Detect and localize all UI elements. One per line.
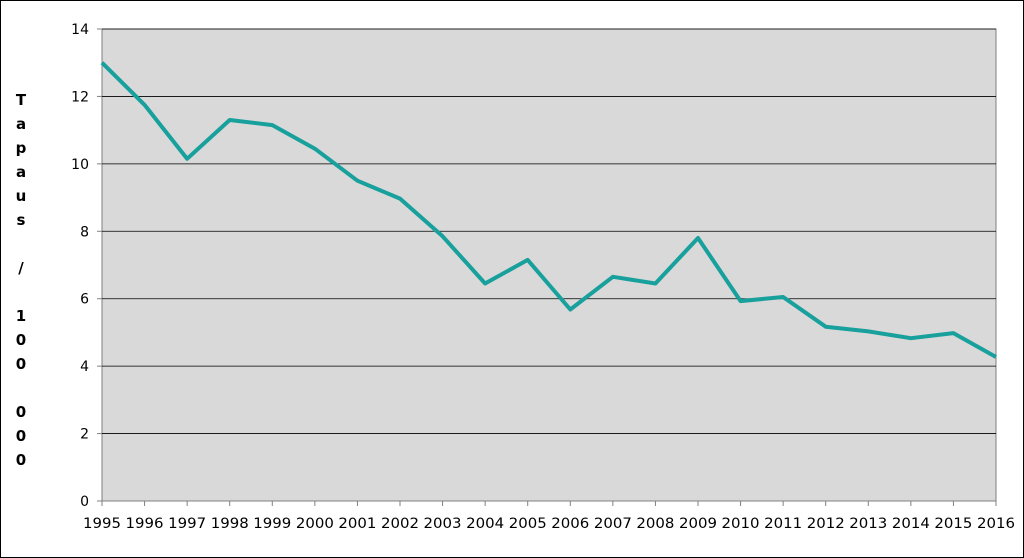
x-tick-label: 2009 bbox=[679, 516, 717, 532]
y-tick-labels: 0 2 4 6 8 10 12 14 bbox=[71, 22, 102, 510]
x-tick-label: 2013 bbox=[849, 516, 887, 532]
x-tick-label: 2011 bbox=[764, 516, 802, 532]
y-tick-label: 12 bbox=[71, 89, 89, 105]
x-tick-label: 1996 bbox=[126, 516, 164, 532]
y-tick-label: 4 bbox=[80, 359, 89, 375]
y-axis-label-char: s bbox=[16, 211, 26, 229]
y-tick-label: 2 bbox=[80, 427, 89, 443]
y-axis-label-char: 0 bbox=[15, 403, 27, 421]
y-axis-label-char: 0 bbox=[15, 427, 27, 445]
y-axis-label-char: 0 bbox=[15, 355, 27, 373]
y-axis-label-char: a bbox=[15, 115, 27, 133]
y-axis-label-char: a bbox=[15, 163, 27, 181]
x-tick-label: 2012 bbox=[807, 516, 845, 532]
y-axis-label-char: / bbox=[18, 259, 24, 277]
y-axis-label-char: p bbox=[15, 139, 27, 157]
x-tick-label: 2001 bbox=[338, 516, 376, 532]
x-tick-label: 2005 bbox=[509, 516, 547, 532]
x-tick-label: 2000 bbox=[296, 516, 334, 532]
y-tick-label: 6 bbox=[80, 292, 89, 308]
x-tick-label: 1997 bbox=[168, 516, 206, 532]
x-tick-label: 2014 bbox=[892, 516, 930, 532]
y-axis-label-char: 1 bbox=[15, 307, 27, 325]
x-tick-label: 2004 bbox=[466, 516, 504, 532]
y-axis-label-char: u bbox=[15, 187, 27, 205]
gridlines bbox=[102, 28, 996, 434]
x-tick-label: 2006 bbox=[551, 516, 589, 532]
x-tick-label: 1995 bbox=[83, 516, 121, 532]
x-tick-label: 2002 bbox=[381, 516, 419, 532]
x-tick-label: 1999 bbox=[253, 516, 291, 532]
y-tick-label: 10 bbox=[71, 157, 89, 173]
x-tick-labels: 1995 1996 1997 1998 1999 2000 2001 2002 2003 2004… bbox=[83, 501, 1015, 532]
y-axis-label-char: 0 bbox=[15, 331, 27, 349]
y-axis-label-char: 0 bbox=[15, 451, 27, 469]
y-tick-label: 0 bbox=[80, 494, 89, 510]
x-tick-label: 1998 bbox=[211, 516, 249, 532]
y-tick-label: 8 bbox=[80, 224, 89, 240]
plot-area bbox=[101, 28, 997, 502]
x-tick-label: 2007 bbox=[594, 516, 632, 532]
y-tick-label: 14 bbox=[71, 22, 89, 38]
x-tick-label: 2003 bbox=[424, 516, 462, 532]
x-tick-label: 2010 bbox=[722, 516, 760, 532]
series-line bbox=[100, 61, 997, 359]
x-tick-label: 2008 bbox=[636, 516, 674, 532]
x-tick-label: 2016 bbox=[977, 516, 1015, 532]
y-axis-label-char: T bbox=[15, 91, 27, 109]
x-tick-label: 2015 bbox=[934, 516, 972, 532]
